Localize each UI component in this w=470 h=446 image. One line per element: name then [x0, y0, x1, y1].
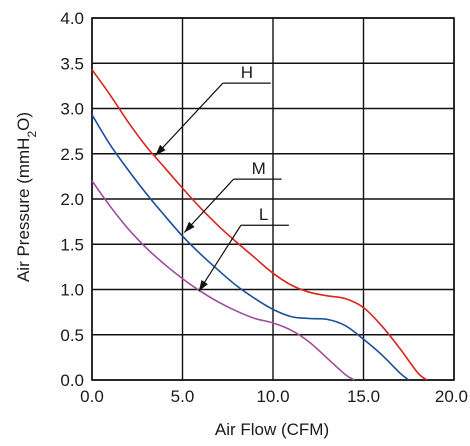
y-tick-label: 3.0 [60, 100, 84, 119]
series-line-m [91, 114, 410, 381]
y-axis-title-subscript: 2 [25, 131, 39, 138]
y-tick-label: 2.5 [60, 145, 84, 164]
series-label-m: M [252, 159, 266, 178]
label-leader-l [198, 224, 242, 292]
series-label-l: L [259, 205, 268, 224]
y-tick-label: 1.5 [60, 235, 84, 254]
label-leader-m [183, 178, 235, 233]
series-line-l [91, 180, 355, 381]
series-label-h: H [241, 63, 253, 82]
x-tick-label: 5.0 [171, 387, 195, 406]
x-tick-label: 0.0 [80, 387, 104, 406]
series-line-h [91, 69, 428, 381]
y-axis-title-main: Air Pressure (mmH [14, 138, 33, 283]
grid [91, 17, 455, 381]
y-tick-label: 3.5 [60, 54, 84, 73]
y-tick-label: 4.0 [60, 9, 84, 28]
x-tick-label: 15.0 [347, 387, 380, 406]
y-tick-label: 0.0 [60, 371, 84, 390]
arrowhead-l [198, 280, 208, 292]
tick-labels: 0.0 0.5 1.0 1.5 2.0 2.5 3.0 3.5 4.0 0.0 5.0 10.0 15.… [60, 9, 468, 406]
y-tick-label: 0.5 [60, 326, 84, 345]
x-tick-label: 20.0 [435, 387, 468, 406]
y-tick-label: 1.0 [60, 281, 84, 300]
y-axis-title-end: O) [14, 112, 33, 131]
arrowhead-h [155, 144, 166, 156]
y-axis-title: Air Pressure (mmH2O) [14, 112, 39, 282]
x-tick-label: 10.0 [256, 387, 289, 406]
series-annotations: H M L [154, 63, 289, 292]
label-leader-h [154, 82, 224, 156]
x-axis-title: Air Flow (CFM) [215, 420, 329, 439]
series-lines [91, 69, 428, 381]
y-tick-label: 2.0 [60, 190, 84, 209]
arrowhead-m [184, 221, 195, 233]
